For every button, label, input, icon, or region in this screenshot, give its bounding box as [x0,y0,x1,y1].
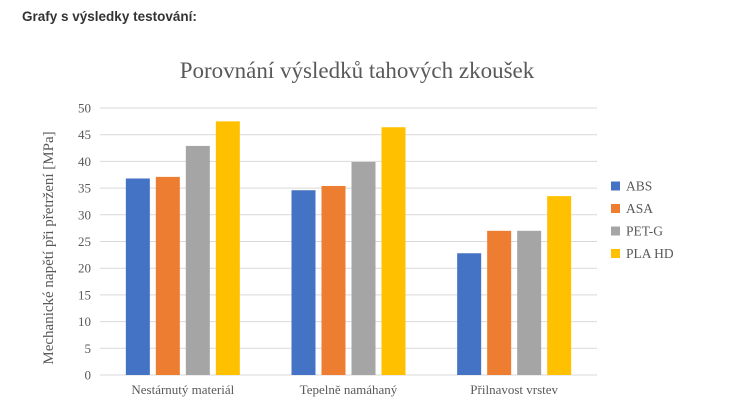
legend-label: PET-G [626,224,663,239]
y-tick-label: 0 [85,368,92,383]
y-tick-label: 50 [78,101,91,116]
legend-swatch [611,226,620,236]
legend-swatch [611,249,620,258]
bar-pet-g-2 [517,230,542,375]
bar-asa-1 [321,185,346,375]
bar-asa-0 [155,176,180,375]
section-heading: Grafy s výsledky testování: [22,9,197,24]
y-tick-label: 20 [78,261,91,276]
x-category-label: Přilnavost vrstev [470,382,558,397]
x-category-label: Tepelně namáhaný [300,382,398,397]
y-tick-label: 45 [78,127,91,142]
legend-label: PLA HD [626,246,674,261]
legend-swatch [611,204,620,213]
legend-label: ASA [626,201,653,216]
bars [125,121,572,375]
y-axis-label: Mechanické napětí při přetržení [MPa] [41,131,57,364]
gridlines [100,107,597,376]
y-axis-ticks: 0 5 10 15 20 25 30 35 40 45 50 [78,101,91,383]
bar-abs-1 [291,190,316,375]
chart-title: Porovnání výsledků tahových zkoušek [180,58,535,83]
bar-pla-hd-2 [547,196,572,375]
bar-pet-g-1 [351,161,376,375]
y-tick-label: 15 [78,287,91,302]
x-category-label: Nestárnutý materiál [131,382,234,397]
y-tick-label: 25 [78,234,91,249]
y-tick-label: 40 [78,154,91,169]
bar-pla-hd-1 [381,127,406,375]
legend: ABS ASA PET-G PLA HD [611,179,674,261]
bar-pet-g-0 [185,145,210,375]
bar-pla-hd-0 [215,121,240,375]
y-tick-label: 30 [78,207,91,222]
bar-abs-2 [457,253,482,375]
y-tick-label: 10 [78,314,91,329]
x-axis-ticks: Nestárnutý materiál Tepelně namáhaný Přiln… [131,382,558,397]
legend-swatch [611,181,620,191]
legend-label: ABS [626,179,652,194]
y-tick-label: 5 [85,341,92,356]
y-tick-label: 35 [78,181,91,196]
bar-abs-0 [125,178,150,375]
bar-asa-2 [487,230,512,375]
